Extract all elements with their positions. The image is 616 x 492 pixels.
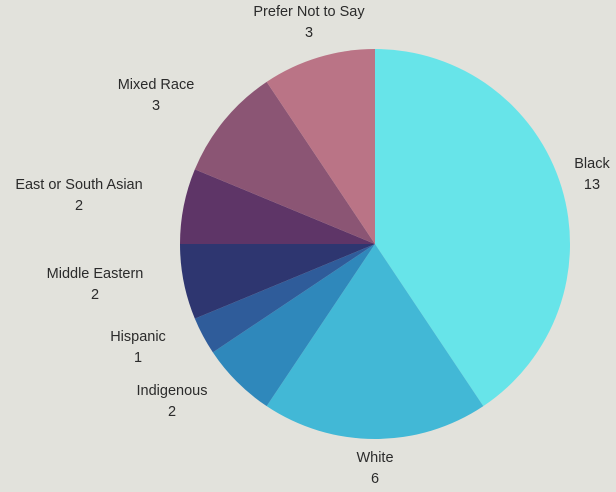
pie-slice-middle-eastern	[180, 244, 375, 319]
slice-label-middle-eastern: Middle Eastern	[47, 266, 144, 282]
slice-value-mixed-race: 3	[152, 98, 160, 114]
pie-slice-black	[375, 49, 571, 407]
pie-slice-white	[266, 244, 484, 440]
pie-slice-prefer-not-to-say	[266, 49, 375, 244]
slice-value-prefer-not-to-say: 3	[305, 25, 313, 41]
pie-slices	[180, 49, 571, 440]
pie-slice-indigenous	[212, 244, 375, 407]
slice-value-middle-eastern: 2	[91, 287, 99, 303]
slice-value-white: 6	[371, 471, 379, 487]
pie-slice-hispanic	[194, 244, 375, 353]
slice-label-white: White	[356, 450, 393, 466]
pie-slice-mixed-race	[194, 81, 375, 244]
slice-label-mixed-race: Mixed Race	[118, 77, 195, 93]
slice-label-east-or-south-asian: East or South Asian	[15, 177, 142, 193]
slice-labels: Black 13 White 6 Indigenous 2 Hispanic 1 Middle …	[15, 4, 610, 487]
slice-value-indigenous: 2	[168, 404, 176, 420]
pie-slice-east-or-south-asian	[180, 169, 375, 244]
slice-label-indigenous: Indigenous	[137, 383, 208, 399]
slice-label-prefer-not-to-say: Prefer Not to Say	[253, 4, 365, 20]
slice-label-black: Black	[574, 156, 610, 172]
slice-value-black: 13	[584, 177, 600, 193]
slice-label-hispanic: Hispanic	[110, 329, 166, 345]
slice-value-east-or-south-asian: 2	[75, 198, 83, 214]
slice-value-hispanic: 1	[134, 350, 142, 366]
